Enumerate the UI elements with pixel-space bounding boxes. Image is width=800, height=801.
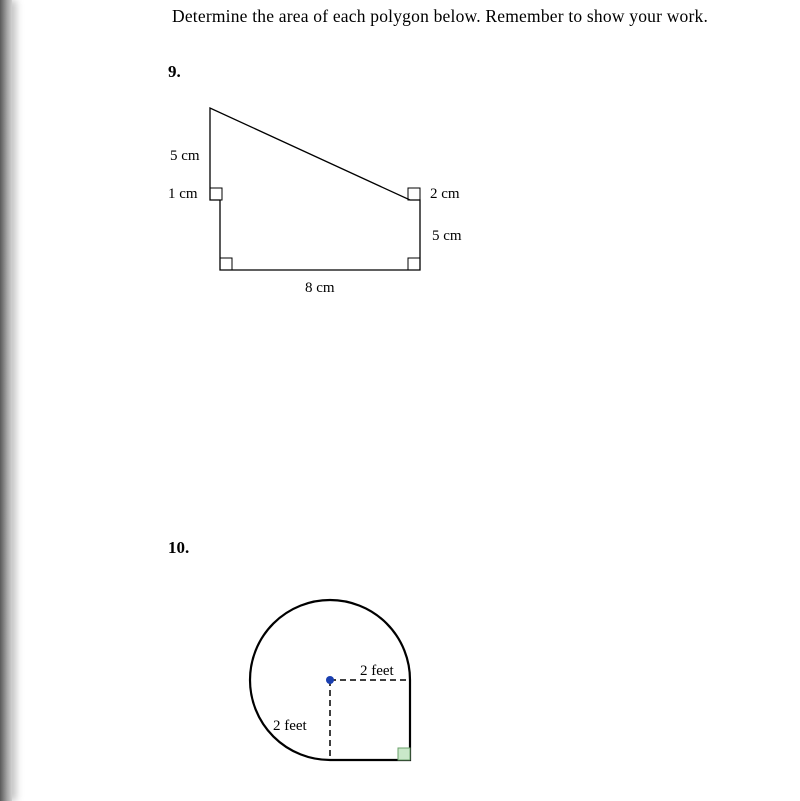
svg-text:2 cm: 2 cm <box>430 186 460 202</box>
polygon-outline <box>210 108 420 270</box>
figure-problem-9: 5 cm 1 cm 2 cm 5 cm 8 cm <box>170 80 490 310</box>
svg-text:2 feet: 2 feet <box>273 718 308 734</box>
instruction-text: Determine the area of each polygon below… <box>172 6 708 27</box>
problem-number-9: 9. <box>168 62 181 82</box>
figure-problem-10: 2 feet 2 feet <box>215 570 475 800</box>
svg-text:2 feet: 2 feet <box>360 663 395 679</box>
svg-text:8 cm: 8 cm <box>305 280 335 296</box>
svg-text:1 cm: 1 cm <box>168 186 198 202</box>
center-point <box>326 676 334 684</box>
right-angle-mark <box>398 748 410 760</box>
problem-number-10: 10. <box>168 538 189 558</box>
right-angle-marks <box>210 188 420 270</box>
svg-text:5 cm: 5 cm <box>170 148 200 164</box>
dimension-labels: 2 feet 2 feet <box>273 663 395 734</box>
svg-text:5 cm: 5 cm <box>432 228 462 244</box>
worksheet-page: Determine the area of each polygon below… <box>0 0 800 801</box>
dimension-labels: 5 cm 1 cm 2 cm 5 cm 8 cm <box>168 148 462 296</box>
